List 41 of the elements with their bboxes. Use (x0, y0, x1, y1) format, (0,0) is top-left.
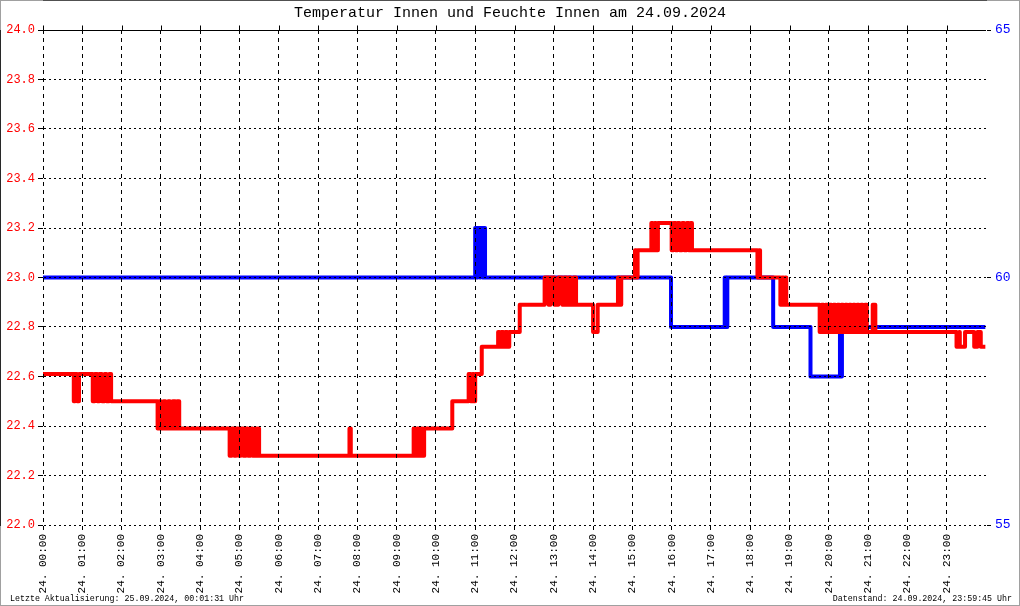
x-tick-label: 24. 06:00 (272, 534, 285, 594)
x-tick-label: 24. 17:00 (704, 534, 717, 594)
y-tick-label: 24.0 (6, 23, 35, 38)
x-tick-label: 24. 00:00 (36, 534, 49, 594)
y-tick-label: 23.6 (6, 122, 35, 137)
x-tick-label: 24. 23:00 (940, 534, 953, 594)
x-tick-label: 24. 22:00 (901, 534, 914, 594)
y-tick-label: 22.8 (6, 320, 35, 335)
x-tick-label: 24. 16:00 (665, 534, 678, 594)
y-tick-label: 23.0 (6, 270, 35, 285)
y-tick-label: 23.2 (6, 221, 35, 236)
y-tick-label: 23.8 (6, 72, 35, 87)
x-tick-label: 24. 12:00 (508, 534, 521, 594)
x-tick-label: 24. 20:00 (822, 534, 835, 594)
x-tick-label: 24. 11:00 (469, 534, 482, 594)
x-tick-label: 24. 10:00 (429, 534, 442, 594)
x-tick-label: 24. 01:00 (76, 534, 89, 594)
chart-title: Temperatur Innen und Feuchte Innen am 24.09.2024 (293, 5, 727, 22)
x-tick-label: 24. 04:00 (194, 534, 207, 594)
x-tick-label: 24. 14:00 (586, 534, 599, 594)
x-tick-label: 24. 13:00 (547, 534, 560, 594)
x-tick-label: 24. 09:00 (390, 534, 403, 594)
x-tick-label: 24. 07:00 (311, 534, 324, 594)
x-tick-label: 24. 03:00 (154, 534, 167, 594)
y-tick-label: 22.6 (6, 369, 35, 384)
y2-tick-label: 65 (995, 22, 1011, 38)
y-tick-label: 22.4 (6, 419, 35, 434)
x-tick-label: 24. 18:00 (744, 534, 757, 594)
text: Datenstand: 24.09.2024, 23:59:45 Uhr (832, 593, 1012, 604)
y-tick-label: 23.4 (6, 171, 35, 186)
x-tick-label: 24. 02:00 (115, 534, 128, 594)
x-tick-label: 24. 19:00 (783, 534, 796, 594)
y-tick-label: 22.2 (6, 468, 35, 483)
text: Letzte Aktualisierung: 25.09.2024, 00:01:31 Uhr (10, 593, 245, 604)
y2-tick-label: 55 (995, 517, 1011, 533)
x-tick-label: 24. 08:00 (351, 534, 364, 594)
x-tick-label: 24. 21:00 (862, 534, 875, 594)
x-tick-label: 24. 15:00 (626, 534, 639, 594)
y-tick-label: 22.0 (6, 518, 35, 533)
y2-tick-label: 60 (995, 269, 1011, 285)
x-tick-label: 24. 05:00 (233, 534, 246, 594)
